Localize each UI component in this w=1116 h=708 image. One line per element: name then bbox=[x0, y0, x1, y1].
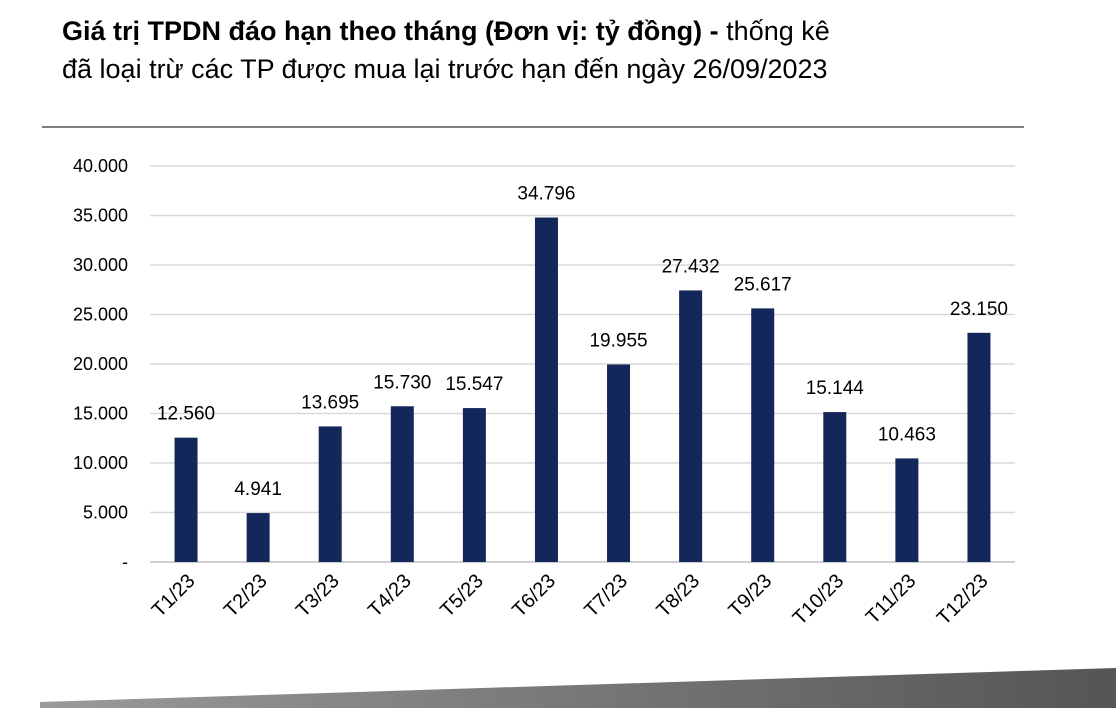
data-label: 15.547 bbox=[445, 374, 503, 395]
y-tick-label: 25.000 bbox=[73, 305, 128, 325]
data-label: 4.941 bbox=[234, 479, 282, 500]
bar bbox=[679, 290, 703, 562]
y-tick-label: 15.000 bbox=[73, 404, 128, 424]
y-tick-label: 35.000 bbox=[73, 206, 128, 226]
bar bbox=[823, 412, 847, 562]
bar bbox=[462, 408, 486, 562]
chart-title-normal: thống kê bbox=[718, 16, 830, 46]
bar bbox=[967, 332, 991, 562]
chart-title: Giá trị TPDN đáo hạn theo tháng (Đơn vị:… bbox=[62, 12, 1082, 88]
bar bbox=[174, 437, 198, 562]
bar bbox=[751, 308, 775, 562]
data-label: 34.796 bbox=[517, 184, 575, 205]
y-tick-label: 10.000 bbox=[73, 453, 128, 473]
bar bbox=[390, 406, 414, 562]
data-label: 13.695 bbox=[301, 392, 359, 413]
data-label: 10.463 bbox=[878, 424, 936, 445]
data-label: 23.150 bbox=[950, 299, 1008, 320]
y-tick-label: 30.000 bbox=[73, 255, 128, 275]
y-tick-label: 5.000 bbox=[83, 503, 128, 523]
top-divider bbox=[42, 126, 1024, 128]
data-label: 15.730 bbox=[373, 372, 431, 393]
data-label: 27.432 bbox=[662, 256, 720, 277]
bar bbox=[534, 217, 558, 563]
data-label: 19.955 bbox=[589, 330, 647, 351]
y-tick-label: 20.000 bbox=[73, 354, 128, 374]
data-label: 12.560 bbox=[157, 404, 215, 425]
y-tick-label: 40.000 bbox=[73, 156, 128, 176]
chart-title-bold: Giá trị TPDN đáo hạn theo tháng (Đơn vị:… bbox=[62, 16, 719, 46]
bar bbox=[895, 458, 919, 562]
data-label: 25.617 bbox=[734, 274, 792, 295]
y-tick-label: - bbox=[122, 552, 128, 572]
bar bbox=[607, 364, 631, 562]
chart-subtitle: đã loại trừ các TP được mua lại trước hạ… bbox=[62, 54, 828, 84]
bar bbox=[246, 513, 270, 562]
data-label: 15.144 bbox=[806, 378, 865, 399]
bar bbox=[318, 426, 342, 562]
